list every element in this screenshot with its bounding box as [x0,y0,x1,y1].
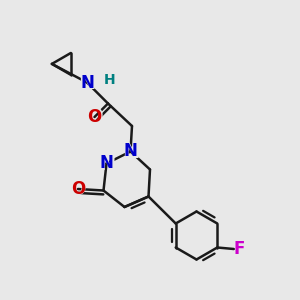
Text: N: N [78,73,96,92]
Text: O: O [86,107,103,127]
Text: N: N [122,142,139,161]
Text: H: H [103,73,115,87]
Text: H: H [103,71,118,89]
Text: N: N [80,74,94,92]
Text: O: O [71,180,85,198]
Text: N: N [98,154,115,173]
Text: N: N [100,154,113,172]
Text: O: O [87,108,102,126]
Text: F: F [234,239,248,259]
Text: O: O [69,179,87,199]
Text: F: F [234,240,245,258]
Text: N: N [124,142,137,160]
